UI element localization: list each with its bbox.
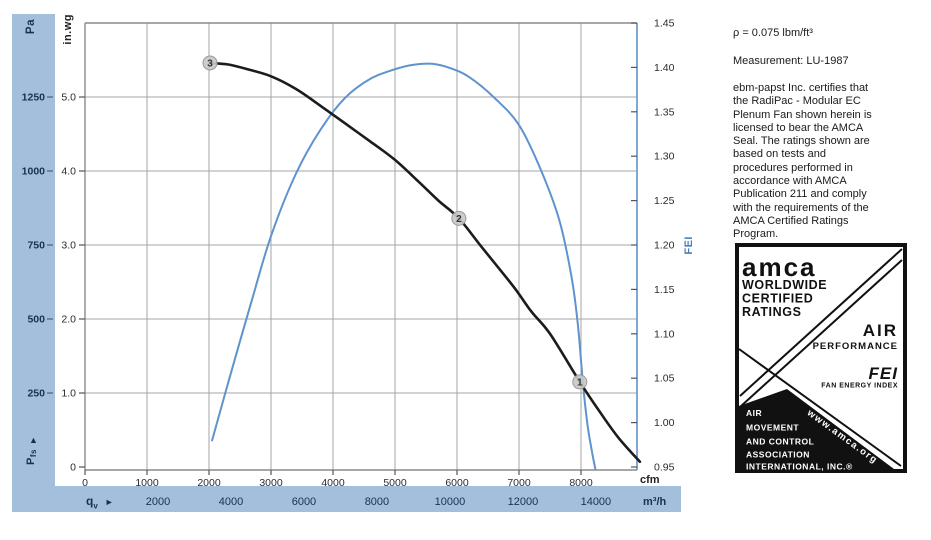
- fei-tick-label: 1.30: [654, 151, 675, 163]
- seal-fan-energy-index: FAN ENERGY INDEX: [821, 383, 898, 390]
- pa-tick-label: 250: [27, 388, 45, 400]
- cfm-tick-label: 0: [82, 477, 88, 489]
- m3h-tick-label: 10000: [435, 496, 466, 508]
- marker-2: [451, 210, 467, 226]
- inwg-tick-label: 1.0: [61, 388, 76, 400]
- fan-static-pressure-symbol: Pfs: [25, 449, 38, 465]
- seal-black-triangle: [739, 389, 894, 469]
- m3h-tick-label: 4000: [219, 496, 243, 508]
- marker-1: [572, 374, 588, 390]
- x-axis-ticks: 0 1000 2000 3000 4000 5000 6000 7000 8000 2000 400…: [82, 470, 611, 508]
- fan_static_pressure_curve: [208, 61, 642, 464]
- m3h-tick-label: 12000: [508, 496, 539, 508]
- flow-symbol-base: q: [86, 494, 94, 508]
- m3h-tick-label: 8000: [365, 496, 389, 508]
- fei-tick-label: 1.45: [654, 18, 675, 30]
- cfm-tick-label: 3000: [259, 477, 283, 489]
- seal-diagonal-line: [739, 248, 903, 397]
- pressure-symbol-sub: fs: [29, 449, 39, 458]
- inwg-tick-label: 2.0: [61, 314, 76, 326]
- seal-cross-line: [738, 348, 902, 467]
- gridlines: [85, 23, 637, 470]
- fei-tick-label: 1.20: [654, 240, 675, 252]
- seal-ratings: RATINGS: [742, 305, 802, 319]
- pressure-axis-arrow-icon: ▲: [29, 435, 38, 445]
- pressure-symbol-base: P: [25, 457, 37, 465]
- inwg-tick-label: 4.0: [61, 166, 76, 178]
- fei-axis-ticks: 1.45 1.40 1.35 1.30 1.25 1.20 1.15 1.10 1.05 1.00…: [631, 18, 675, 474]
- pa-tick-label: 1250: [22, 92, 46, 104]
- cfm-tick-label: 5000: [383, 477, 407, 489]
- measurement-text: Measurement: LU-1987: [733, 55, 849, 67]
- cfm-tick-label: 2000: [197, 477, 221, 489]
- flow-axis-arrow-icon: ►: [104, 497, 114, 507]
- flow-symbol-sub: v: [93, 501, 98, 511]
- marker-label-1: 1: [577, 377, 583, 388]
- m3h-tick-label: 6000: [292, 496, 316, 508]
- seal-fei: FEI: [869, 364, 899, 383]
- fei-tick-label: 0.95: [654, 462, 675, 474]
- air-density-text: ρ = 0.075 lbm/ft³: [733, 27, 813, 39]
- seal-air: AIR: [863, 321, 898, 340]
- m3h-tick-label: 2000: [146, 496, 170, 508]
- marker-label-2: 2: [456, 214, 462, 225]
- fan-performance-chart: 5.0 4.0 3.0 2.0 1.0 0 1250 1000 750 500 250 1.45 1.4…: [12, 8, 712, 513]
- m3h-tick-label: 14000: [581, 496, 612, 508]
- fei_curve: [211, 62, 597, 470]
- cfm-tick-label: 8000: [569, 477, 593, 489]
- marker-3: [202, 55, 218, 71]
- amca-seal: amca WORLDWIDE CERTIFIED RATINGS AIR PER…: [735, 243, 907, 473]
- operating-point-markers: 3 2 1: [202, 55, 588, 390]
- certification-statement: ebm-papst Inc. certifies that the RadiPa…: [733, 82, 872, 241]
- cfm-unit-label: cfm: [640, 474, 660, 486]
- pa-tick-label: 500: [27, 314, 45, 326]
- fan-curve-plot: 5.04.03.02.01.00125010007505002501.451.4…: [22, 18, 675, 509]
- fei-tick-label: 1.15: [654, 284, 675, 296]
- fei-tick-label: 1.05: [654, 373, 675, 385]
- seal-certified: CERTIFIED: [742, 292, 813, 306]
- plot-frame: [84, 22, 638, 471]
- inwg-axis-label: in.wg: [62, 14, 74, 45]
- inwg-tick-label: 0: [70, 462, 76, 474]
- pa-tick-label: 1000: [22, 166, 46, 178]
- inwg-tick-label: 5.0: [61, 92, 76, 104]
- fei-tick-label: 1.40: [654, 62, 675, 74]
- fei-axis-label: FEI: [683, 236, 695, 255]
- pa-tick-label: 750: [27, 240, 45, 252]
- seal-assoc-line: AIR: [746, 408, 762, 418]
- seal-assoc-line: ASSOCIATION: [746, 450, 810, 460]
- seal-performance: PERFORMANCE: [813, 341, 898, 352]
- seal-worldwide: WORLDWIDE: [742, 278, 827, 292]
- inwg-tick-label: 3.0: [61, 240, 76, 252]
- cfm-tick-label: 6000: [445, 477, 469, 489]
- fei-tick-label: 1.25: [654, 195, 675, 207]
- fei-tick-label: 1.10: [654, 328, 675, 340]
- flow-symbol: qv ►: [86, 494, 114, 510]
- m3h-unit-label: m³/h: [643, 496, 667, 508]
- marker-label-3: 3: [207, 58, 213, 69]
- pa-axis-label: Pa: [25, 19, 37, 35]
- pressure-axis-band: [12, 14, 55, 486]
- flow-axis-band: [12, 486, 681, 512]
- fei-tick-label: 1.35: [654, 106, 675, 118]
- seal-amca-logo: amca: [742, 252, 817, 282]
- fei-tick-label: 1.00: [654, 417, 675, 429]
- seal-assoc-line: INTERNATIONAL, INC.®: [746, 462, 853, 472]
- seal-assoc-line: AND CONTROL: [746, 437, 814, 447]
- cfm-tick-label: 1000: [135, 477, 159, 489]
- cfm-tick-label: 4000: [321, 477, 345, 489]
- seal-assoc-line: MOVEMENT: [746, 423, 799, 433]
- left-axis-ticks: 5.0 4.0 3.0 2.0 1.0 0 1250 1000 750 500 250: [22, 92, 85, 474]
- cfm-tick-label: 7000: [507, 477, 531, 489]
- seal-diagonal-line: [739, 259, 903, 408]
